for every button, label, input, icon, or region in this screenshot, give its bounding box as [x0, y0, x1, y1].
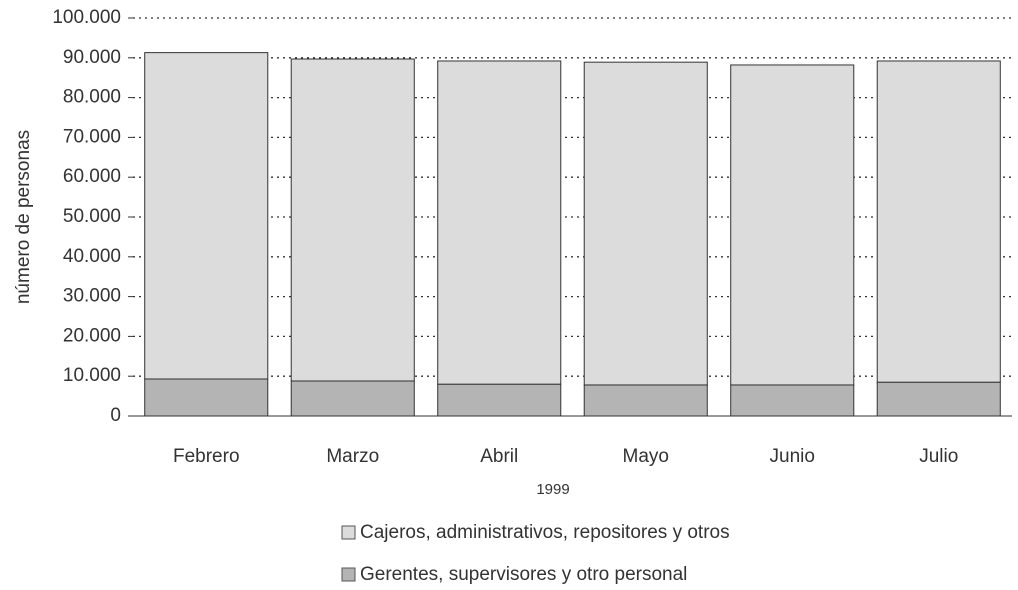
x-tick-label: Febrero: [173, 446, 240, 467]
y-tick-label: 100.000: [52, 7, 121, 28]
bar-segment: [583, 384, 708, 417]
x-tick-label: Abril: [480, 446, 518, 467]
y-axis-label: número de personas: [13, 130, 34, 304]
bar-segment: [144, 378, 269, 417]
bar-segment: [290, 380, 415, 417]
x-tick-label: Mayo: [623, 446, 669, 467]
bar-segment: [437, 60, 562, 385]
y-tick-label: 60.000: [63, 166, 121, 187]
x-axis-label: 1999: [536, 481, 569, 498]
legend-swatch: [341, 567, 356, 582]
y-tick-label: 70.000: [63, 126, 121, 147]
bar-segment: [730, 64, 855, 386]
y-tick-label: 50.000: [63, 206, 121, 227]
bar-segment: [876, 381, 1001, 417]
bar-segment: [583, 61, 708, 386]
x-tick-label: Julio: [919, 446, 958, 467]
bar-segment: [144, 52, 269, 380]
y-tick-label: 30.000: [63, 286, 121, 307]
bar-segment: [437, 383, 562, 417]
legend-swatch: [341, 525, 356, 540]
x-tick-label: Marzo: [326, 446, 379, 467]
y-tick-label: 0: [110, 405, 121, 426]
bar-segment: [290, 58, 415, 382]
bar-segment: [876, 60, 1001, 383]
y-tick-label: 40.000: [63, 246, 121, 267]
x-tick-label: Junio: [770, 446, 815, 467]
legend-label: Gerentes, supervisores y otro personal: [360, 564, 687, 585]
y-tick-label: 10.000: [63, 365, 121, 386]
bar-segment: [730, 384, 855, 417]
y-tick-label: 90.000: [63, 47, 121, 68]
y-tick-label: 20.000: [63, 325, 121, 346]
y-tick-label: 80.000: [63, 87, 121, 108]
legend-label: Cajeros, administrativos, repositores y …: [360, 522, 730, 543]
